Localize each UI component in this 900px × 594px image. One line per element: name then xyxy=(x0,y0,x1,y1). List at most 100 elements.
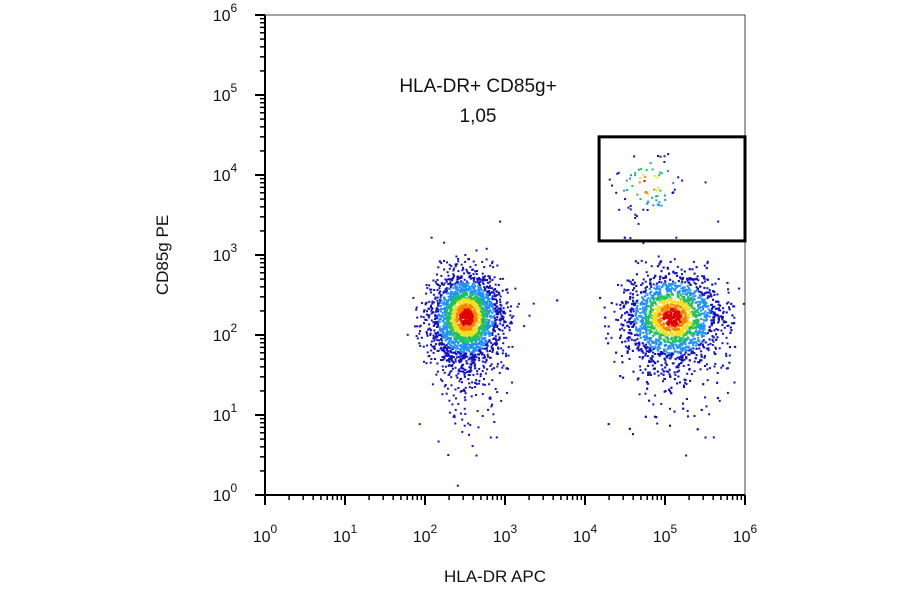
event-dot xyxy=(479,295,482,298)
event-dot xyxy=(692,342,695,344)
event-dot xyxy=(469,292,472,295)
event-dot xyxy=(445,302,447,305)
event-dot xyxy=(674,332,677,335)
event-dot xyxy=(689,325,692,328)
event-dot xyxy=(474,386,476,388)
event-dot xyxy=(450,344,453,347)
event-dot xyxy=(473,298,476,301)
event-dot xyxy=(474,343,477,345)
event-dot xyxy=(428,284,431,287)
event-dot xyxy=(679,293,682,296)
event-dot xyxy=(470,342,473,344)
event-dot xyxy=(469,351,472,354)
event-dot xyxy=(478,338,481,341)
event-dot xyxy=(640,315,643,318)
event-dot xyxy=(488,275,491,278)
event-dot xyxy=(450,330,453,332)
event-dot xyxy=(437,349,440,352)
event-dot xyxy=(639,312,642,315)
event-dot xyxy=(699,285,702,288)
event-dot xyxy=(681,303,684,306)
event-dot xyxy=(459,289,462,292)
event-dot xyxy=(473,363,476,366)
event-dot xyxy=(701,324,704,327)
event-dot xyxy=(634,342,637,345)
event-dot xyxy=(649,305,652,308)
event-dot xyxy=(478,345,481,348)
event-dot xyxy=(681,326,684,329)
event-dot xyxy=(693,370,696,373)
event-dot xyxy=(666,340,669,343)
event-dot xyxy=(667,153,670,156)
event-dot xyxy=(672,343,675,346)
event-dot xyxy=(627,289,630,291)
event-dot xyxy=(498,293,501,296)
event-dot xyxy=(440,346,443,349)
event-dot xyxy=(436,321,439,324)
event-dot xyxy=(493,303,496,306)
event-dot xyxy=(494,339,497,341)
event-dot xyxy=(662,284,665,287)
event-dot xyxy=(697,300,700,303)
event-dot xyxy=(453,267,456,270)
event-dot xyxy=(482,303,484,306)
event-dot xyxy=(483,324,486,327)
event-dot xyxy=(484,308,487,311)
event-dot xyxy=(468,328,471,331)
event-dot xyxy=(623,329,626,332)
event-dot xyxy=(634,213,637,216)
event-dot xyxy=(632,325,634,328)
event-dot xyxy=(698,306,701,309)
event-dot xyxy=(494,319,496,322)
event-dot xyxy=(638,341,641,344)
event-dot xyxy=(697,311,700,314)
event-dot xyxy=(430,236,433,239)
event-dot xyxy=(482,290,485,293)
event-dot xyxy=(457,323,460,326)
event-dot xyxy=(476,336,479,339)
event-dot xyxy=(645,313,647,316)
event-dot xyxy=(647,364,650,367)
event-dot xyxy=(432,351,435,354)
event-dot xyxy=(447,331,450,333)
event-dot xyxy=(693,337,696,340)
event-dot xyxy=(650,330,653,333)
event-dot xyxy=(708,413,711,416)
event-dot xyxy=(644,322,647,325)
event-dot xyxy=(680,350,683,353)
event-dot xyxy=(658,297,661,300)
event-dot xyxy=(683,306,686,309)
event-dot xyxy=(647,193,649,196)
event-dot xyxy=(681,281,684,283)
event-dot xyxy=(447,320,450,323)
event-dot xyxy=(610,302,613,305)
event-dot xyxy=(682,407,685,410)
event-dot xyxy=(455,255,458,258)
event-dot xyxy=(436,325,439,328)
event-dot xyxy=(643,327,646,330)
event-dot xyxy=(491,312,494,314)
event-dot xyxy=(491,260,494,263)
event-dot xyxy=(484,339,487,342)
event-dot xyxy=(495,306,498,308)
event-dot xyxy=(489,292,492,295)
event-dot xyxy=(667,370,670,373)
event-dot xyxy=(448,267,451,270)
event-dot xyxy=(451,319,453,322)
event-dot xyxy=(650,278,653,281)
event-dot xyxy=(639,332,642,335)
event-dot xyxy=(474,367,477,370)
event-dot xyxy=(652,315,654,318)
event-dot xyxy=(475,293,478,296)
event-dot xyxy=(452,275,455,278)
event-dot xyxy=(619,336,622,339)
event-dot xyxy=(485,247,488,250)
event-dot xyxy=(470,301,473,304)
event-dot xyxy=(439,342,442,345)
event-dot xyxy=(481,352,484,355)
event-dot xyxy=(663,348,666,351)
event-dot xyxy=(716,397,719,400)
event-dot xyxy=(694,283,697,285)
event-dot xyxy=(652,334,655,337)
event-dot xyxy=(464,286,467,289)
